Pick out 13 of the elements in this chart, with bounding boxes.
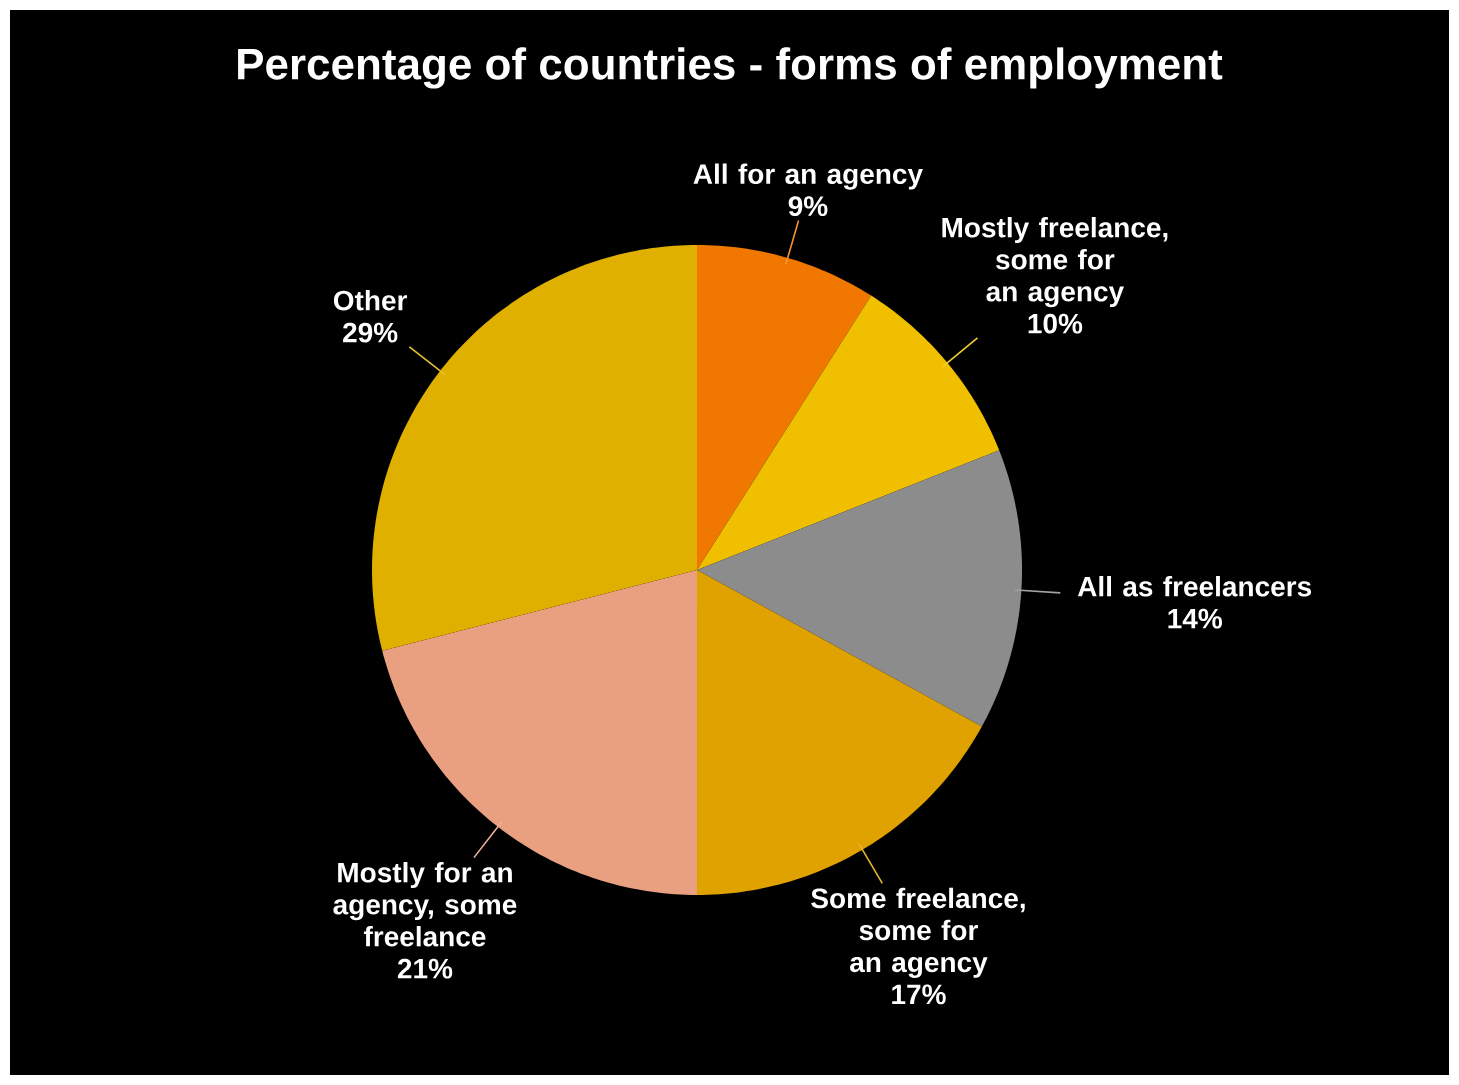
chart-title: Percentage of countries - forms of employment	[238, 47, 1223, 89]
data-label: 21%	[397, 958, 453, 979]
data-label: 10%	[1028, 313, 1083, 334]
slice-label: Mostly freelance, some for an agency	[942, 217, 1168, 308]
slice-label: All as freelancers	[1077, 575, 1312, 597]
data-label: 9%	[788, 196, 828, 217]
slice-label: Mostly for an agency, some freelance	[333, 862, 517, 947]
slice-label: Some freelance, some for an agency	[811, 887, 1025, 978]
data-label: 29%	[343, 322, 398, 343]
slice-label: All for an agency	[693, 163, 923, 190]
data-label: 17%	[892, 984, 946, 1005]
slice-label: Other	[333, 289, 408, 311]
data-label: 14%	[1168, 608, 1222, 629]
